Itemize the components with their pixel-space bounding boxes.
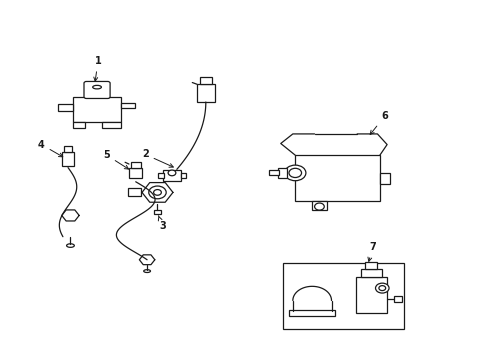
Ellipse shape — [143, 270, 150, 273]
Bar — [121, 103, 135, 108]
Bar — [63, 146, 72, 152]
Bar — [128, 188, 141, 196]
Bar — [163, 170, 180, 181]
Circle shape — [378, 285, 385, 291]
Text: 4: 4 — [38, 140, 62, 157]
Circle shape — [288, 168, 301, 177]
Bar — [73, 97, 121, 122]
Circle shape — [375, 283, 388, 293]
Bar — [393, 296, 401, 302]
Text: 1: 1 — [94, 56, 101, 81]
Bar — [278, 168, 286, 177]
Ellipse shape — [93, 85, 101, 89]
Bar — [61, 152, 74, 166]
Circle shape — [314, 203, 324, 210]
Bar — [129, 168, 142, 178]
Circle shape — [168, 170, 176, 176]
Circle shape — [284, 165, 305, 181]
Bar — [73, 122, 85, 128]
Bar — [379, 173, 389, 184]
Bar — [158, 172, 164, 178]
Bar — [295, 155, 379, 201]
Bar — [200, 77, 211, 84]
Bar — [268, 170, 279, 175]
Bar — [180, 172, 186, 178]
Bar — [154, 210, 161, 214]
Text: 2: 2 — [142, 149, 173, 167]
Bar — [197, 84, 214, 102]
Circle shape — [148, 186, 166, 199]
Text: 3: 3 — [158, 216, 165, 231]
Ellipse shape — [66, 244, 74, 247]
Bar — [102, 122, 121, 128]
Bar — [58, 104, 73, 111]
Bar — [355, 278, 386, 313]
FancyBboxPatch shape — [84, 81, 110, 99]
Circle shape — [153, 190, 161, 195]
Text: 5: 5 — [103, 150, 128, 169]
Text: 7: 7 — [367, 242, 375, 261]
Bar — [311, 201, 326, 210]
Bar — [289, 310, 335, 316]
Text: 6: 6 — [369, 111, 387, 134]
Bar — [360, 269, 382, 278]
Bar — [365, 262, 377, 269]
Bar — [131, 162, 140, 168]
Bar — [283, 263, 403, 329]
